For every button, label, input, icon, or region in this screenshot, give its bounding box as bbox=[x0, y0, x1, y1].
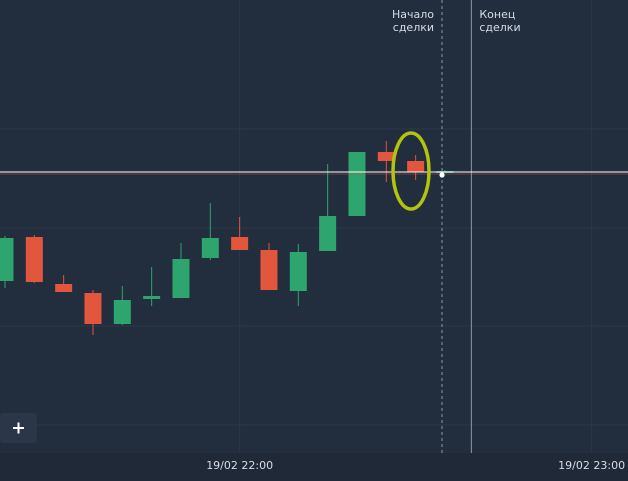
candle-body bbox=[172, 259, 190, 298]
candle-body bbox=[84, 293, 102, 324]
grid bbox=[0, 128, 628, 426]
highlight-ellipse bbox=[391, 131, 431, 211]
x-tick-label: 19/02 22:00 bbox=[206, 459, 273, 472]
candle-body bbox=[0, 238, 14, 281]
candle-body bbox=[113, 300, 131, 324]
x-tick-label: 19/02 23:00 bbox=[558, 459, 625, 472]
candle-body bbox=[377, 152, 395, 161]
candle-body bbox=[231, 237, 249, 250]
add-button[interactable] bbox=[0, 413, 37, 443]
trade-end-label: сделки bbox=[479, 21, 520, 34]
candle-body bbox=[348, 152, 366, 216]
trade-start-label: сделки bbox=[393, 21, 434, 34]
x-axis-band bbox=[0, 453, 628, 481]
candle-body bbox=[289, 252, 307, 291]
candle-body bbox=[260, 250, 278, 290]
trade-start-dot bbox=[439, 172, 445, 178]
candle-body bbox=[143, 296, 161, 299]
candle-body bbox=[319, 216, 337, 251]
trade-end-label: Конец bbox=[479, 8, 515, 21]
candle-body bbox=[25, 237, 43, 282]
plus-icon[interactable] bbox=[13, 422, 24, 434]
candle-body bbox=[55, 284, 73, 292]
trade-start-label: Начало bbox=[392, 8, 434, 21]
candle-body bbox=[407, 161, 425, 172]
candle-body bbox=[201, 238, 219, 258]
